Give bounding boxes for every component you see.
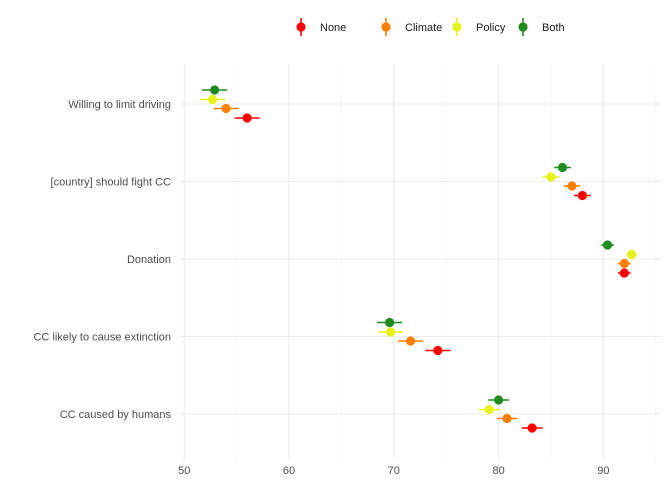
legend-label-none: None	[320, 22, 346, 34]
legend: None Climate Policy Both	[296, 18, 565, 36]
legend-item-both: Both	[518, 18, 565, 36]
series-climate	[213, 103, 631, 424]
legend-item-policy: Policy	[452, 18, 506, 36]
point-both-country-should-fight-cc	[557, 162, 568, 173]
y-tick-label-cc-caused-by-humans: CC caused by humans	[60, 409, 172, 421]
legend-label-policy: Policy	[476, 22, 506, 34]
point-policy-cc-likely-to-cause-extinction	[386, 327, 396, 337]
point-climate-country-should-fight-cc	[567, 181, 577, 191]
point-none-cc-caused-by-humans	[527, 423, 537, 433]
point-climate-cc-likely-to-cause-extinction	[405, 336, 416, 346]
legend-key-point	[381, 22, 391, 32]
point-both-donation	[602, 240, 613, 250]
point-none-donation	[619, 268, 629, 278]
point-none-country-should-fight-cc	[577, 190, 588, 201]
point-both-cc-caused-by-humans	[493, 395, 504, 405]
legend-item-climate: Climate	[381, 18, 442, 36]
y-tick-label-cc-likely-to-cause-extinction: CC likely to cause extinction	[33, 332, 171, 344]
point-policy-willing-to-limit-driving	[207, 94, 218, 105]
point-both-cc-likely-to-cause-extinction	[385, 317, 395, 328]
major-gridlines	[179, 64, 661, 460]
legend-label-climate: Climate	[405, 22, 442, 34]
point-climate-cc-caused-by-humans	[502, 413, 512, 424]
y-tick-label-country-should-fight-cc: [country] should fight CC	[51, 177, 172, 189]
legend-key-point	[452, 22, 462, 32]
point-none-willing-to-limit-driving	[242, 113, 252, 123]
series-policy	[199, 94, 637, 415]
x-tick-label-50: 50	[178, 465, 190, 477]
x-tick-label-70: 70	[388, 465, 400, 477]
point-none-cc-likely-to-cause-extinction	[433, 345, 443, 356]
series-both	[202, 85, 614, 405]
x-axis-labels: 50 60 70 80 90	[178, 465, 609, 477]
x-tick-label-80: 80	[492, 465, 504, 477]
x-tick-label-90: 90	[597, 465, 609, 477]
point-both-willing-to-limit-driving	[210, 85, 220, 95]
point-policy-donation	[627, 249, 637, 260]
legend-key-point	[518, 22, 528, 32]
point-climate-willing-to-limit-driving	[221, 103, 231, 114]
series-none	[234, 113, 631, 433]
legend-item-none: None	[296, 18, 346, 36]
y-axis-labels: Willing to limit driving [country] should…	[33, 99, 171, 421]
y-tick-label-donation: Donation	[127, 254, 171, 266]
legend-label-both: Both	[542, 22, 565, 34]
y-tick-label-willing-to-limit-driving: Willing to limit driving	[68, 99, 171, 111]
x-tick-label-60: 60	[283, 465, 295, 477]
point-policy-cc-caused-by-humans	[484, 404, 494, 415]
point-policy-country-should-fight-cc	[546, 172, 556, 182]
legend-key-point	[296, 22, 306, 32]
data-points	[199, 85, 637, 433]
minor-gridlines	[236, 64, 657, 460]
point-climate-donation	[619, 258, 629, 269]
